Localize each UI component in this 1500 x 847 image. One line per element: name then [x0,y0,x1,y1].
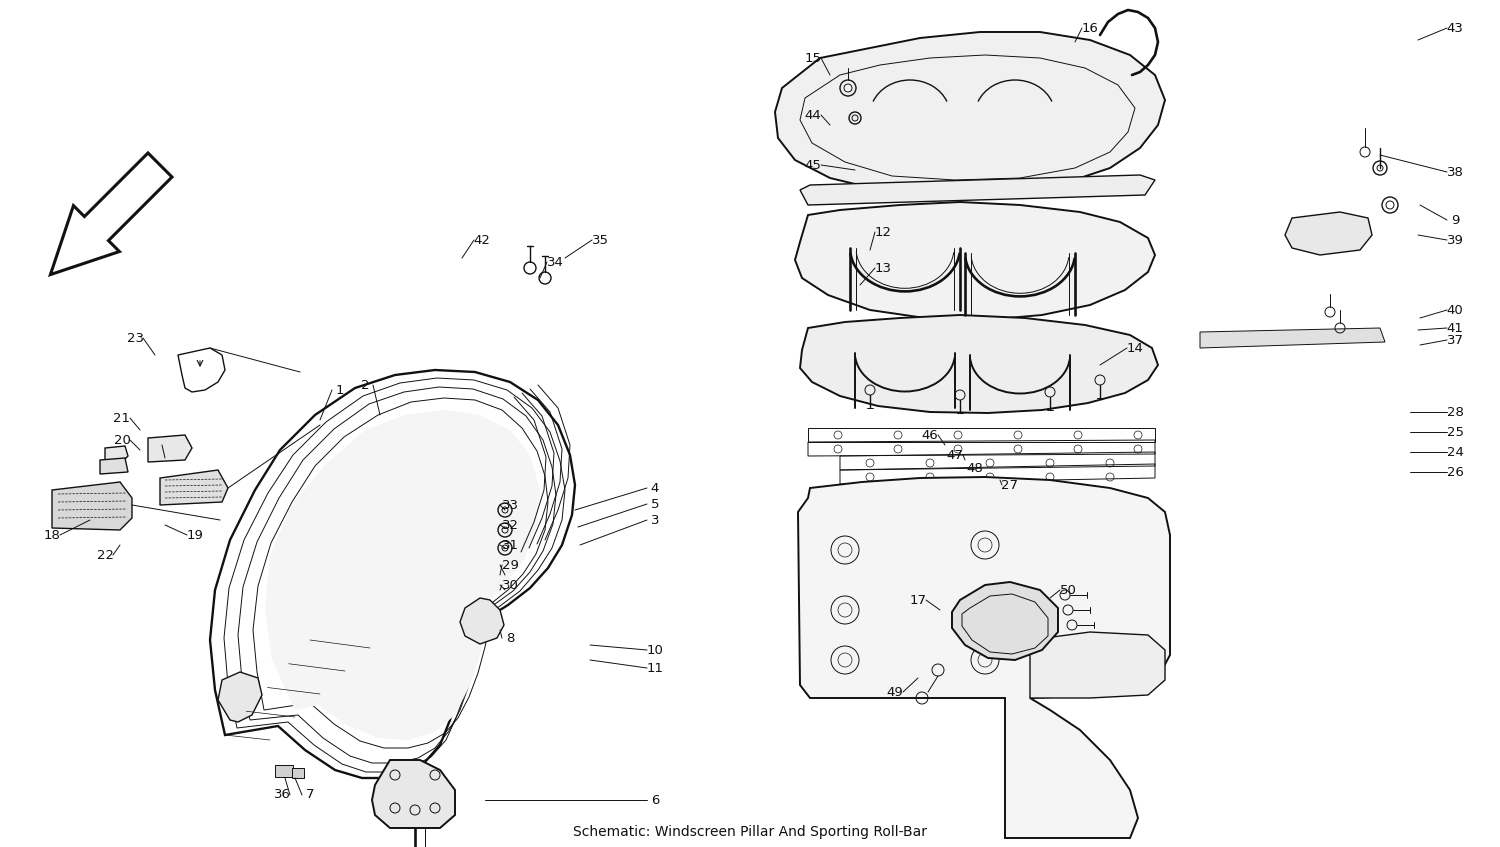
Polygon shape [210,370,574,778]
Text: 19: 19 [186,529,204,541]
Polygon shape [776,32,1166,195]
Text: 17: 17 [909,594,927,606]
Polygon shape [1286,212,1372,255]
Polygon shape [160,470,228,505]
Text: 30: 30 [501,579,519,591]
Text: 29: 29 [501,558,519,572]
Text: 16: 16 [1082,21,1098,35]
Text: 49: 49 [886,685,903,699]
Polygon shape [266,410,540,740]
Text: 10: 10 [646,644,663,656]
Text: 34: 34 [546,256,564,268]
Text: 14: 14 [1126,341,1143,355]
Polygon shape [795,202,1155,320]
Polygon shape [178,348,225,392]
Text: 42: 42 [474,234,490,246]
Text: 26: 26 [1446,466,1464,479]
Text: 4: 4 [651,481,658,495]
Text: 41: 41 [1446,322,1464,335]
Polygon shape [100,458,128,474]
Text: 2: 2 [360,379,369,391]
Text: 39: 39 [1446,234,1464,246]
Polygon shape [800,175,1155,205]
Text: 7: 7 [306,789,315,801]
Text: 50: 50 [1059,584,1077,596]
Text: 1: 1 [336,384,344,396]
Polygon shape [51,153,172,274]
Text: 38: 38 [1446,165,1464,179]
Text: 45: 45 [804,158,822,171]
Text: 47: 47 [946,449,963,462]
Text: 18: 18 [44,529,60,541]
Text: Schematic: Windscreen Pillar And Sporting Roll-Bar: Schematic: Windscreen Pillar And Sportin… [573,825,927,839]
Text: 12: 12 [874,225,891,239]
Text: 20: 20 [114,434,130,446]
Text: 13: 13 [874,262,891,274]
Text: 6: 6 [651,794,658,806]
Text: 32: 32 [501,518,519,532]
Bar [292,768,304,778]
Text: 37: 37 [1446,334,1464,346]
Text: 35: 35 [591,234,609,246]
Text: 8: 8 [506,632,515,645]
Text: 24: 24 [1446,446,1464,458]
Text: 46: 46 [921,429,939,441]
Polygon shape [1200,328,1384,348]
Polygon shape [105,446,128,462]
Text: 21: 21 [114,412,130,424]
Text: 11: 11 [646,662,663,674]
Text: 15: 15 [804,52,822,64]
Text: 9: 9 [1450,213,1460,226]
Text: 36: 36 [273,789,291,801]
Text: 33: 33 [501,499,519,512]
Text: 31: 31 [501,539,519,551]
Polygon shape [372,760,454,828]
Text: 27: 27 [1002,479,1019,491]
Text: 48: 48 [966,462,984,474]
Text: 22: 22 [96,549,114,562]
Text: 25: 25 [1446,425,1464,439]
Text: 5: 5 [651,497,660,511]
Text: 44: 44 [804,108,822,121]
Polygon shape [952,582,1058,660]
Text: 23: 23 [126,331,144,345]
Bar [274,765,292,777]
Polygon shape [800,315,1158,413]
Polygon shape [148,435,192,462]
Polygon shape [53,482,132,530]
Polygon shape [217,672,262,722]
Text: 40: 40 [1446,303,1464,317]
Text: 28: 28 [1446,406,1464,418]
Polygon shape [460,598,504,644]
Text: 3: 3 [651,513,660,527]
Polygon shape [1030,632,1166,698]
Polygon shape [798,477,1170,838]
Text: 43: 43 [1446,21,1464,35]
